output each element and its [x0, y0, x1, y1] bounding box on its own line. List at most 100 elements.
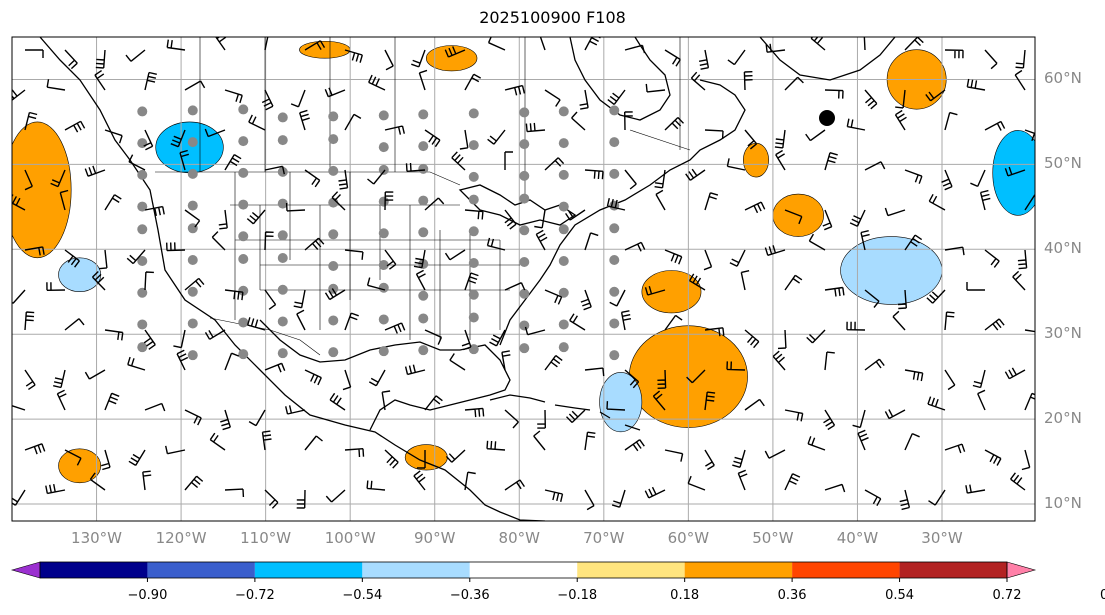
colorbar-label-8: 0.72: [992, 588, 1022, 603]
wind-barb: [368, 369, 386, 387]
wind-barb: [264, 37, 269, 51]
station-marker: [238, 254, 249, 265]
wind-barb: [179, 149, 189, 171]
wind-barb: [894, 109, 907, 131]
station-marker: [418, 109, 429, 120]
station-marker: [328, 111, 339, 122]
station-marker: [187, 168, 198, 179]
station-marker: [378, 196, 389, 207]
wind-barb: [144, 271, 154, 291]
wind-barb: [744, 201, 766, 214]
wind-barb: [726, 158, 746, 171]
us-mexico-border: [209, 317, 321, 356]
wind-barb: [765, 43, 786, 53]
wind-barb: [606, 401, 626, 411]
lon-label-3: 100°W: [324, 529, 376, 547]
station-marker: [238, 349, 249, 360]
wind-barb: [772, 350, 786, 371]
wind-barb: [774, 129, 786, 149]
wind-barb: [784, 76, 804, 91]
greenland-coast: [759, 37, 896, 81]
wind-barb: [580, 289, 592, 311]
wind-barb: [64, 120, 86, 133]
lat-label-4: 50°N: [1044, 154, 1082, 173]
wind-barb: [764, 449, 786, 459]
wind-barb: [846, 321, 866, 331]
wind-barb: [979, 189, 991, 211]
wind-barb: [344, 249, 364, 260]
wind-barb: [704, 449, 715, 471]
wind-barb: [204, 128, 226, 138]
station-marker: [277, 348, 288, 359]
wind-barb: [24, 169, 33, 191]
wind-barb: [808, 233, 826, 251]
station-marker: [558, 287, 569, 298]
wind-barb: [784, 473, 801, 491]
wind-barb: [624, 111, 633, 131]
station-marker: [609, 286, 620, 297]
wind-barb: [899, 489, 911, 511]
wind-barb: [264, 362, 286, 373]
wind-barb: [329, 392, 346, 411]
wind-barb: [764, 245, 786, 256]
wind-barb: [504, 479, 525, 491]
station-marker: [277, 112, 288, 123]
wind-barb: [299, 109, 310, 131]
wind-barb: [698, 49, 710, 70]
station-marker: [468, 226, 479, 237]
wind-barb: [805, 129, 826, 142]
wind-barb: [944, 246, 965, 256]
wind-barb: [104, 129, 123, 144]
station-marker: [609, 168, 620, 179]
wind-barb: [784, 409, 804, 422]
colorbar-segment-9: [899, 562, 1007, 578]
coastlines: [39, 37, 896, 521]
colorbar: [10, 561, 1037, 582]
wind-barb: [165, 445, 186, 455]
wind-barb: [609, 289, 626, 307]
wind-barb: [424, 395, 443, 411]
station-marker: [137, 342, 148, 353]
wind-barb: [620, 310, 632, 331]
station-marker: [609, 350, 620, 361]
station-marker: [277, 166, 288, 177]
wind-barb: [727, 49, 746, 66]
wind-barb: [325, 489, 346, 503]
anomaly-region-15: [299, 40, 351, 59]
wind-barb: [904, 169, 923, 184]
wind-barb: [977, 389, 986, 411]
station-marker: [137, 224, 148, 235]
wind-barb: [704, 192, 719, 211]
wind-barb: [296, 309, 306, 331]
wind-barb: [218, 209, 228, 230]
wind-barb: [846, 118, 866, 131]
wind-barb: [624, 439, 645, 452]
colorbar-label-9: 0.90: [1099, 588, 1105, 603]
wind-barb: [459, 129, 469, 150]
colorbar-segment-7: [684, 562, 793, 578]
wind-barb: [94, 70, 106, 91]
wind-barb: [46, 79, 66, 91]
wind-barb: [852, 409, 866, 429]
wind-barb: [12, 405, 26, 411]
station-marker: [378, 314, 389, 325]
wind-barb: [173, 329, 186, 349]
station-marker: [238, 317, 249, 328]
lat-label-2: 30°N: [1044, 324, 1082, 343]
wind-barb: [24, 246, 45, 256]
wind-barb: [607, 89, 626, 105]
wind-barb: [539, 37, 546, 51]
wind-barb: [24, 443, 46, 455]
wind-barb: [571, 111, 586, 131]
lat-label-5: 60°N: [1044, 69, 1082, 88]
wind-barb: [464, 407, 485, 418]
station-marker: [187, 318, 198, 329]
wind-barb: [857, 429, 869, 451]
wind-barb: [941, 169, 953, 191]
wind-barb: [344, 448, 365, 458]
map-frame: [11, 36, 1036, 522]
wind-barb: [204, 329, 226, 340]
wind-barb: [606, 198, 626, 211]
colorbar-frame: [39, 561, 1008, 579]
map-plot-area: [12, 37, 1035, 521]
